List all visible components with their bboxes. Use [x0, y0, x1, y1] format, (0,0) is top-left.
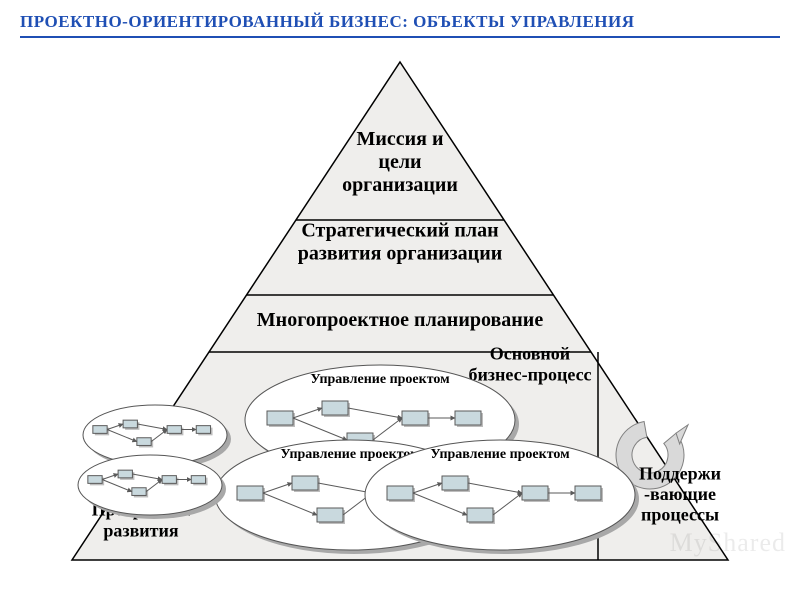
project-bubble-label: Управление проектом: [430, 447, 570, 462]
flow-node: [387, 486, 413, 500]
project-bubble-label: Управление проектом: [310, 372, 450, 387]
flow-node: [575, 486, 601, 500]
flow-node: [317, 508, 343, 522]
flow-node: [162, 476, 176, 484]
flow-node: [292, 476, 318, 490]
label-main-process: Основной: [490, 344, 570, 364]
pyramid-level-3-label: Многопроектное планирование: [257, 309, 544, 331]
pyramid-diagram: Миссия ицелиорганизации Стратегический пл…: [0, 0, 800, 600]
diagram-stage: ПРОЕКТНО-ОРИЕНТИРОВАННЫЙ БИЗНЕС: ОБЪЕКТЫ…: [0, 0, 800, 600]
label-support-processes: -вающие: [644, 484, 716, 504]
label-programs: развития: [103, 520, 179, 540]
flow-node: [88, 476, 102, 484]
flow-node: [167, 426, 181, 434]
flow-node: [118, 470, 132, 478]
pyramid-level-2-label: развития организации: [298, 243, 503, 265]
pyramid-level-1-label: организации: [342, 174, 458, 196]
flow-node: [93, 426, 107, 434]
flow-node: [196, 426, 210, 434]
flow-node: [267, 411, 293, 425]
label-support-processes: Поддержи: [639, 463, 721, 483]
flow-node: [137, 438, 151, 446]
flow-node: [191, 476, 205, 484]
label-support-processes: процессы: [641, 505, 719, 525]
pyramid-level-1-label: цели: [378, 151, 421, 173]
flow-node: [237, 486, 263, 500]
flow-node: [322, 401, 348, 415]
flow-node: [132, 488, 146, 496]
flow-node: [123, 420, 137, 428]
page-title: ПРОЕКТНО-ОРИЕНТИРОВАННЫЙ БИЗНЕС: ОБЪЕКТЫ…: [20, 12, 780, 38]
label-main-process: бизнес-процесс: [468, 364, 591, 384]
pyramid-level-2-label: Стратегический план: [301, 220, 498, 242]
pyramid-level-1-label: Миссия и: [356, 128, 443, 150]
flow-node: [522, 486, 548, 500]
flow-node: [402, 411, 428, 425]
flow-node: [467, 508, 493, 522]
flow-node: [442, 476, 468, 490]
flow-node: [455, 411, 481, 425]
